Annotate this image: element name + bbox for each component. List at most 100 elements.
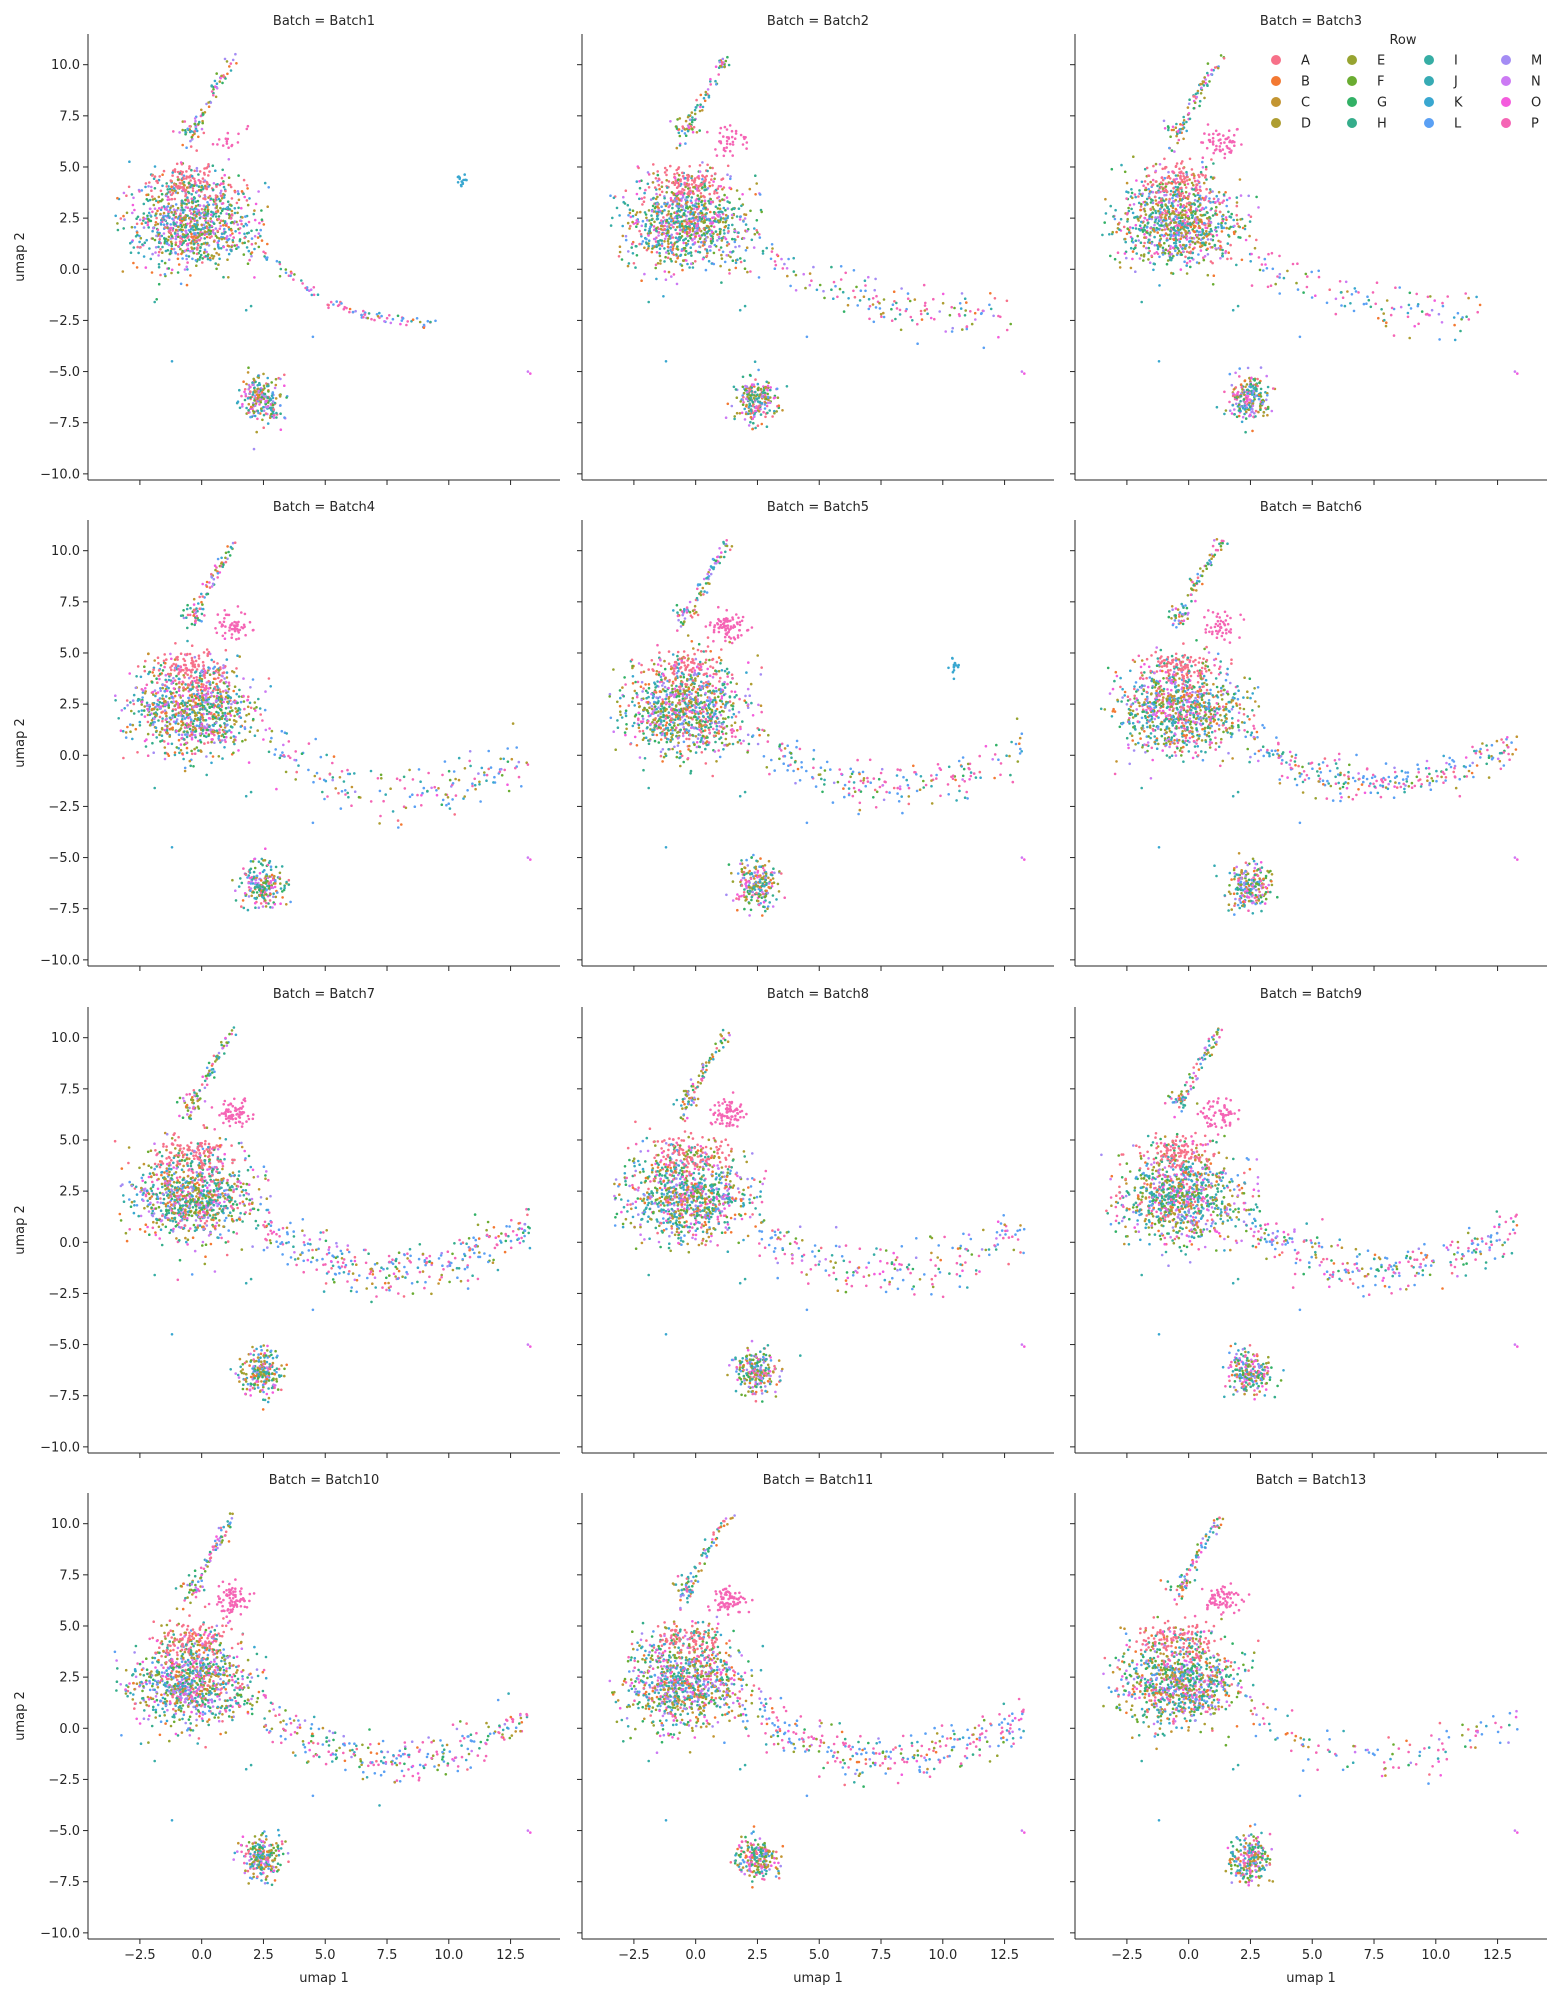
scatter-point <box>1166 259 1170 262</box>
scatter-point <box>140 189 144 192</box>
scatter-point <box>970 322 974 326</box>
scatter-point <box>635 219 638 222</box>
scatter-point <box>1227 251 1230 254</box>
scatter-point <box>1187 102 1191 106</box>
scatter-point <box>737 207 741 210</box>
scatter-point <box>186 222 189 226</box>
scatter-point <box>214 262 217 265</box>
scatter-point <box>701 182 704 186</box>
scatter-point <box>267 390 270 393</box>
scatter-point <box>225 142 229 145</box>
scatter-point <box>847 297 850 300</box>
scatter-point <box>185 170 188 173</box>
scatter-point <box>686 195 689 199</box>
scatter-point <box>731 223 734 227</box>
scatter-point <box>678 238 681 242</box>
scatter-point <box>203 195 207 199</box>
scatter-points <box>1101 54 1519 434</box>
scatter-point <box>1317 275 1321 279</box>
scatter-point <box>1157 209 1160 213</box>
scatter-point <box>197 227 200 231</box>
scatter-point <box>874 306 878 309</box>
scatter-point <box>1172 186 1175 190</box>
scatter-point <box>666 256 670 260</box>
scatter-point <box>660 232 664 236</box>
scatter-point <box>1213 243 1217 247</box>
scatter-point <box>627 250 630 253</box>
scatter-point <box>696 176 699 179</box>
scatter-point <box>411 318 415 322</box>
scatter-point <box>728 149 732 153</box>
scatter-point <box>255 430 258 434</box>
scatter-point <box>177 722 180 726</box>
scatter-point <box>1258 268 1262 272</box>
scatter-point <box>255 390 258 393</box>
scatter-point <box>1243 379 1247 382</box>
scatter-point <box>1133 216 1136 219</box>
scatter-point <box>1193 203 1196 206</box>
scatter-point <box>1166 182 1169 186</box>
scatter-point <box>691 128 694 131</box>
scatter-point <box>253 386 256 390</box>
scatter-point <box>179 236 182 240</box>
scatter-point <box>1163 225 1166 228</box>
scatter-point <box>211 142 215 146</box>
scatter-point <box>1161 253 1165 256</box>
scatter-point <box>719 246 723 249</box>
scatter-point <box>210 84 213 87</box>
scatter-point <box>926 312 929 316</box>
scatter-point <box>634 266 637 269</box>
scatter-point <box>1188 117 1192 121</box>
scatter-point <box>629 215 633 219</box>
scatter-point <box>205 235 209 239</box>
scatter-point <box>756 407 760 411</box>
scatter-point <box>712 180 715 183</box>
scatter-point <box>630 246 633 249</box>
scatter-point <box>1148 233 1151 236</box>
scatter-point <box>754 193 757 196</box>
scatter-point <box>669 215 673 218</box>
scatter-point <box>232 689 235 693</box>
scatter-point <box>246 397 250 400</box>
scatter-point <box>738 218 742 221</box>
scatter-point <box>243 390 246 394</box>
scatter-point <box>176 170 180 174</box>
scatter-point <box>1246 388 1250 392</box>
scatter-point <box>674 179 678 183</box>
scatter-point <box>1461 316 1464 319</box>
scatter-point <box>859 289 863 293</box>
scatter-point <box>210 224 213 228</box>
scatter-point <box>727 63 731 67</box>
scatter-point <box>247 240 250 243</box>
scatter-point <box>202 131 206 135</box>
scatter-point <box>1408 291 1412 295</box>
scatter-point <box>1196 191 1200 195</box>
scatter-point <box>247 409 250 412</box>
scatter-point <box>215 206 218 209</box>
scatter-point <box>758 233 761 236</box>
scatter-point <box>235 243 239 247</box>
scatter-point <box>170 235 174 238</box>
scatter-point <box>234 52 237 56</box>
scatter-point <box>689 236 692 240</box>
scatter-point <box>702 207 705 210</box>
scatter-point <box>253 394 257 398</box>
scatter-point <box>266 396 270 399</box>
scatter-point <box>169 249 173 253</box>
scatter-point <box>206 212 210 215</box>
scatter-point <box>179 282 183 286</box>
scatter-point <box>258 383 262 387</box>
scatter-point <box>187 199 190 202</box>
scatter-point <box>1178 244 1182 247</box>
scatter-point <box>312 293 316 297</box>
scatter-point <box>1149 207 1152 211</box>
scatter-point <box>697 202 700 205</box>
scatter-point <box>1178 131 1182 134</box>
scatter-point <box>1245 383 1249 386</box>
scatter-point <box>422 323 426 327</box>
scatter-point <box>644 188 647 192</box>
scatter-point <box>1465 315 1468 319</box>
scatter-point <box>657 177 661 181</box>
scatter-point <box>1170 256 1174 260</box>
scatter-point <box>260 396 264 399</box>
